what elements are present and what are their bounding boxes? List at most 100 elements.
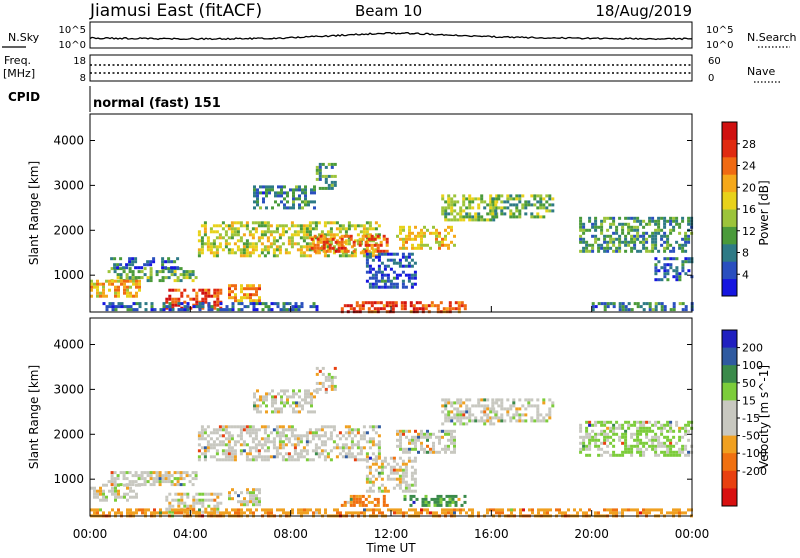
velocity-cell — [448, 497, 452, 501]
velocity-cell — [359, 458, 363, 462]
power-cell — [444, 212, 448, 216]
velocity-cell — [402, 429, 405, 433]
power-cell — [233, 251, 237, 255]
velocity-cell — [436, 503, 440, 507]
velocity-cell — [450, 438, 453, 442]
power-cell — [286, 194, 289, 198]
power-cell — [582, 231, 586, 235]
power-cell — [383, 264, 387, 268]
velocity-cell — [585, 447, 589, 451]
velocity-cell — [246, 503, 249, 507]
velocity-cell — [116, 474, 120, 478]
power-cell — [678, 243, 682, 247]
power-cell — [648, 308, 652, 312]
velocity-cell — [612, 429, 616, 433]
power-cell — [327, 186, 331, 190]
velocity-cell — [548, 416, 552, 420]
power-cell — [500, 212, 504, 216]
power-cell — [231, 296, 234, 300]
velocity-cell — [224, 443, 228, 447]
power-cell — [672, 228, 676, 232]
power-cell — [454, 301, 458, 305]
power-cell — [609, 225, 613, 229]
power-cell — [266, 251, 270, 255]
velocity-cell — [269, 440, 273, 444]
velocity-cell — [284, 458, 288, 462]
velocity-cell — [284, 434, 288, 438]
velocity-cell — [274, 401, 277, 405]
power-cell — [379, 301, 383, 305]
velocity-cell — [447, 419, 451, 423]
velocity-cell — [471, 419, 475, 423]
velocity-cell — [588, 444, 592, 448]
power-cell — [392, 282, 396, 286]
velocity-cell — [296, 452, 300, 456]
power-cell — [269, 224, 273, 228]
power-cell — [260, 248, 264, 252]
power-cell — [138, 279, 141, 283]
velocity-cell — [255, 494, 258, 498]
velocity-cell — [533, 404, 537, 408]
velocity-cell — [480, 410, 484, 414]
velocity-cell — [296, 440, 300, 444]
power-echo-band — [310, 234, 389, 253]
velocity-cell — [512, 401, 516, 405]
velocity-cell — [618, 426, 622, 430]
power-cell — [430, 304, 434, 308]
velocity-cell — [405, 447, 408, 451]
power-cell — [308, 230, 312, 234]
velocity-cell — [219, 492, 223, 496]
velocity-cell — [197, 431, 201, 435]
velocity-cell — [675, 450, 679, 454]
velocity-cell — [395, 477, 399, 481]
velocity-cell — [320, 443, 324, 447]
velocity-cell — [310, 401, 313, 405]
power-cell — [209, 248, 213, 252]
power-cell — [155, 273, 159, 277]
power-cell — [675, 269, 679, 273]
power-cell — [624, 237, 628, 241]
power-cell — [660, 216, 664, 220]
velocity-cell — [633, 444, 637, 448]
power-cell — [383, 282, 387, 286]
power-cell — [368, 276, 372, 280]
velocity-colorbar-swatch — [722, 330, 737, 349]
velocity-cell — [278, 425, 282, 429]
velocity-cell — [483, 407, 487, 411]
velocity-cell — [627, 420, 631, 424]
power-cell — [424, 307, 428, 311]
velocity-cell — [582, 435, 586, 439]
velocity-cell — [506, 407, 510, 411]
velocity-colorbar-swatch — [722, 435, 737, 454]
power-cell — [332, 221, 336, 225]
power-cell — [149, 276, 153, 280]
power-cell — [579, 222, 583, 226]
velocity-cell — [258, 503, 261, 507]
velocity-cell — [651, 438, 655, 442]
power-cell — [201, 306, 205, 310]
power-cell — [630, 216, 634, 220]
power-cell — [305, 233, 309, 237]
power-cell — [263, 254, 267, 258]
power-cell — [412, 307, 416, 311]
power-cell — [254, 221, 258, 225]
power-cell — [468, 197, 472, 201]
velocity-cell — [651, 447, 655, 451]
velocity-cell — [501, 508, 504, 512]
velocity-cell — [164, 480, 168, 484]
velocity-cell — [436, 497, 440, 501]
power-cell — [672, 275, 676, 279]
velocity-cell — [186, 508, 189, 512]
power-cell — [606, 246, 610, 250]
power-cell — [648, 302, 652, 306]
power-cell — [361, 304, 365, 308]
power-cell — [684, 231, 688, 235]
power-cell — [281, 230, 285, 234]
power-cell — [527, 203, 531, 207]
power-cell — [254, 227, 258, 231]
velocity-cell — [441, 422, 445, 426]
power-cell — [305, 224, 309, 228]
velocity-cell — [645, 432, 649, 436]
power-cell — [642, 225, 646, 229]
nave-tick-low: 0 — [708, 73, 714, 84]
